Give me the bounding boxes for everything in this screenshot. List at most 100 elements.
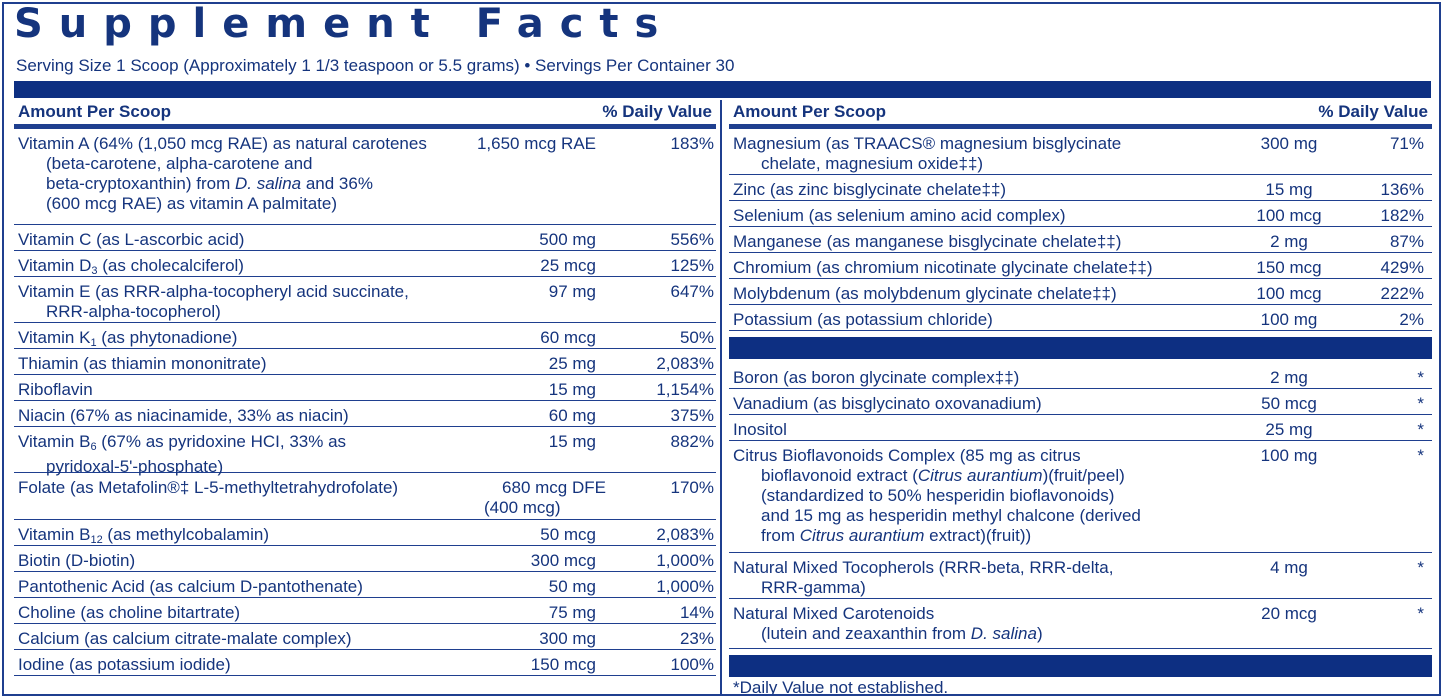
- nutrient-name: Magnesium (as TRAACS® magnesium bisglyci…: [733, 134, 1121, 174]
- nutrient-row: Vitamin B12 (as methylcobalamin) 50 mcg 2,…: [14, 520, 716, 546]
- nutrient-amount: 150 mcg: [1229, 258, 1349, 278]
- nutrient-name: Pantothenic Acid (as calcium D-pantothen…: [18, 577, 363, 597]
- daily-value: 2,083%: [656, 525, 714, 544]
- daily-value: 2%: [1399, 310, 1424, 329]
- daily-value-header: % Daily Value: [602, 102, 712, 121]
- right-rows-2: Boron (as boron glycinate complex‡‡) 2 mg…: [729, 363, 1432, 649]
- nutrient-row: Magnesium (as TRAACS® magnesium bisglyci…: [729, 129, 1432, 175]
- nutrient-name: Vitamin A (64% (1,050 mcg RAE) as natura…: [18, 134, 427, 214]
- nutrient-amount: 97 mg: [549, 282, 596, 302]
- amount-value: 300 mg: [1260, 134, 1318, 153]
- nutrient-row: Zinc (as zinc bisglycinate chelate‡‡) 15 …: [729, 175, 1432, 201]
- nutrient-name-line: Folate (as Metafolin®‡ L-5-methyltetrahy…: [18, 478, 399, 497]
- section-bar: [729, 337, 1432, 359]
- nutrient-name-line: (beta-carotene, alpha-carotene and: [46, 154, 313, 173]
- daily-value: 222%: [1380, 284, 1424, 303]
- nutrient-name-line: RRR-gamma): [761, 578, 866, 597]
- right-header: Amount Per Scoop % Daily Value: [729, 100, 1432, 129]
- nutrient-row: Molybdenum (as molybdenum glycinate chel…: [729, 279, 1432, 305]
- nutrient-name-line: Citrus Bioflavonoids Complex (85 mg as c…: [733, 446, 1081, 465]
- nutrient-name-line: and 15 mg as hesperidin methyl chalcone …: [761, 506, 1141, 525]
- amount-value-secondary: (400 mcg): [484, 498, 561, 517]
- amount-value: 15 mg: [548, 380, 596, 399]
- amount-value: 500 mg: [539, 230, 596, 249]
- daily-value: 556%: [670, 230, 714, 249]
- nutrient-name-line: Calcium (as calcium citrate-malate compl…: [18, 629, 352, 648]
- amount-header: Amount Per Scoop: [733, 102, 887, 121]
- daily-value-header: % Daily Value: [1318, 102, 1428, 121]
- nutrient-name: Vitamin K1 (as phytonadione): [18, 328, 237, 353]
- daily-value: 429%: [1380, 258, 1424, 277]
- daily-value: 23%: [679, 629, 714, 648]
- nutrient-amount: 1,650 mcg RAE: [477, 134, 596, 154]
- serving-info: Serving Size 1 Scoop (Approximately 1 1/…: [16, 56, 735, 75]
- nutrient-amount: 60 mcg: [540, 328, 596, 348]
- nutrient-amount: 150 mcg: [531, 655, 596, 675]
- daily-value: 170%: [670, 478, 714, 497]
- amount-value: 50 mg: [548, 577, 596, 596]
- amount-value: 15 mg: [1265, 180, 1313, 199]
- nutrient-amount: 2 mg: [1229, 368, 1349, 388]
- nutrient-name-line: Biotin (D-biotin): [18, 551, 136, 570]
- nutrient-name-line: Natural Mixed Tocopherols (RRR-beta, RRR…: [733, 558, 1114, 577]
- amount-value: 4 mg: [1270, 558, 1308, 577]
- nutrient-name-line: Natural Mixed Carotenoids: [733, 604, 935, 623]
- nutrient-name-line: Niacin (67% as niacinamide, 33% as niaci…: [18, 406, 349, 425]
- daily-value: 14%: [679, 603, 714, 622]
- nutrient-name-line: RRR-alpha-tocopherol): [46, 302, 221, 321]
- amount-value: 300 mcg: [530, 551, 596, 570]
- nutrient-name-line: Iodine (as potassium iodide): [18, 655, 231, 674]
- nutrient-amount: 100 mg: [1229, 310, 1349, 330]
- daily-value: 1,000%: [656, 577, 714, 596]
- nutrient-name-line: Riboflavin: [18, 380, 93, 399]
- nutrient-row: Boron (as boron glycinate complex‡‡) 2 mg…: [729, 363, 1432, 389]
- nutrient-name: Biotin (D-biotin): [18, 551, 135, 571]
- nutrient-amount: 4 mg: [1229, 558, 1349, 578]
- daily-value: 1,000%: [656, 551, 714, 570]
- nutrient-row: Calcium (as calcium citrate-malate compl…: [14, 624, 716, 650]
- amount-value: 100 mg: [1260, 310, 1318, 329]
- nutrient-row: Manganese (as manganese bisglycinate che…: [729, 227, 1432, 253]
- nutrient-name-line: Manganese (as manganese bisglycinate che…: [733, 232, 1122, 251]
- daily-value: *: [1417, 420, 1424, 439]
- nutrient-name: Boron (as boron glycinate complex‡‡): [733, 368, 1019, 388]
- daily-value: 50%: [679, 328, 714, 347]
- nutrient-row: Vitamin E (as RRR-alpha-tocopheryl acid …: [14, 277, 716, 323]
- nutrient-name-line: Magnesium (as TRAACS® magnesium bisglyci…: [733, 134, 1122, 153]
- amount-value: 20 mcg: [1261, 604, 1317, 623]
- nutrient-name-line: Choline (as choline bitartrate): [18, 603, 241, 622]
- nutrient-name: Vitamin E (as RRR-alpha-tocopheryl acid …: [18, 282, 409, 322]
- nutrient-name-line: Vanadium (as bisglycinato oxovanadium): [733, 394, 1042, 413]
- top-bar: [14, 81, 1431, 98]
- nutrient-amount: 20 mcg: [1229, 604, 1349, 624]
- amount-value: 100 mg: [1260, 446, 1318, 465]
- column-divider: [720, 100, 722, 694]
- nutrient-name: Chromium (as chromium nicotinate glycina…: [733, 258, 1153, 278]
- nutrient-name-line: Vitamin C (as L-ascorbic acid): [18, 230, 245, 249]
- amount-value: 100 mcg: [1256, 284, 1322, 303]
- amount-value: 15 mg: [548, 432, 596, 451]
- nutrient-name-line: Chromium (as chromium nicotinate glycina…: [733, 258, 1153, 277]
- nutrient-name: Vanadium (as bisglycinato oxovanadium): [733, 394, 1042, 414]
- nutrient-name: Inositol: [733, 420, 787, 440]
- nutrient-name: Calcium (as calcium citrate-malate compl…: [18, 629, 351, 649]
- nutrient-amount: 15 mg: [1229, 180, 1349, 200]
- nutrient-amount: 50 mg: [549, 577, 596, 597]
- daily-value: 882%: [670, 432, 714, 451]
- nutrient-name-line: Vitamin D3 (as cholecalciferol): [18, 256, 244, 277]
- daily-value: *: [1417, 446, 1424, 465]
- nutrient-name-line: Pantothenic Acid (as calcium D-pantothen…: [18, 577, 363, 596]
- nutrient-name: Folate (as Metafolin®‡ L-5-methyltetrahy…: [18, 478, 398, 498]
- nutrient-name-line: Vitamin K1 (as phytonadione): [18, 328, 238, 349]
- nutrient-row: Selenium (as selenium amino acid complex…: [729, 201, 1432, 227]
- nutrient-row: Vitamin D3 (as cholecalciferol) 25 mcg 125…: [14, 251, 716, 277]
- nutrient-name: Vitamin C (as L-ascorbic acid): [18, 230, 244, 250]
- nutrient-name-line: Inositol: [733, 420, 787, 439]
- nutrient-amount: 15 mg: [549, 432, 596, 452]
- nutrient-row: Riboflavin 15 mg 1,154%: [14, 375, 716, 401]
- nutrient-name-line: Zinc (as zinc bisglycinate chelate‡‡): [733, 180, 1007, 199]
- nutrient-amount: 300 mg: [539, 629, 596, 649]
- nutrient-name: Citrus Bioflavonoids Complex (85 mg as c…: [733, 446, 1141, 546]
- nutrient-name-line: beta-cryptoxanthin) from D. salina and 3…: [46, 174, 373, 193]
- amount-value: 50 mcg: [1261, 394, 1317, 413]
